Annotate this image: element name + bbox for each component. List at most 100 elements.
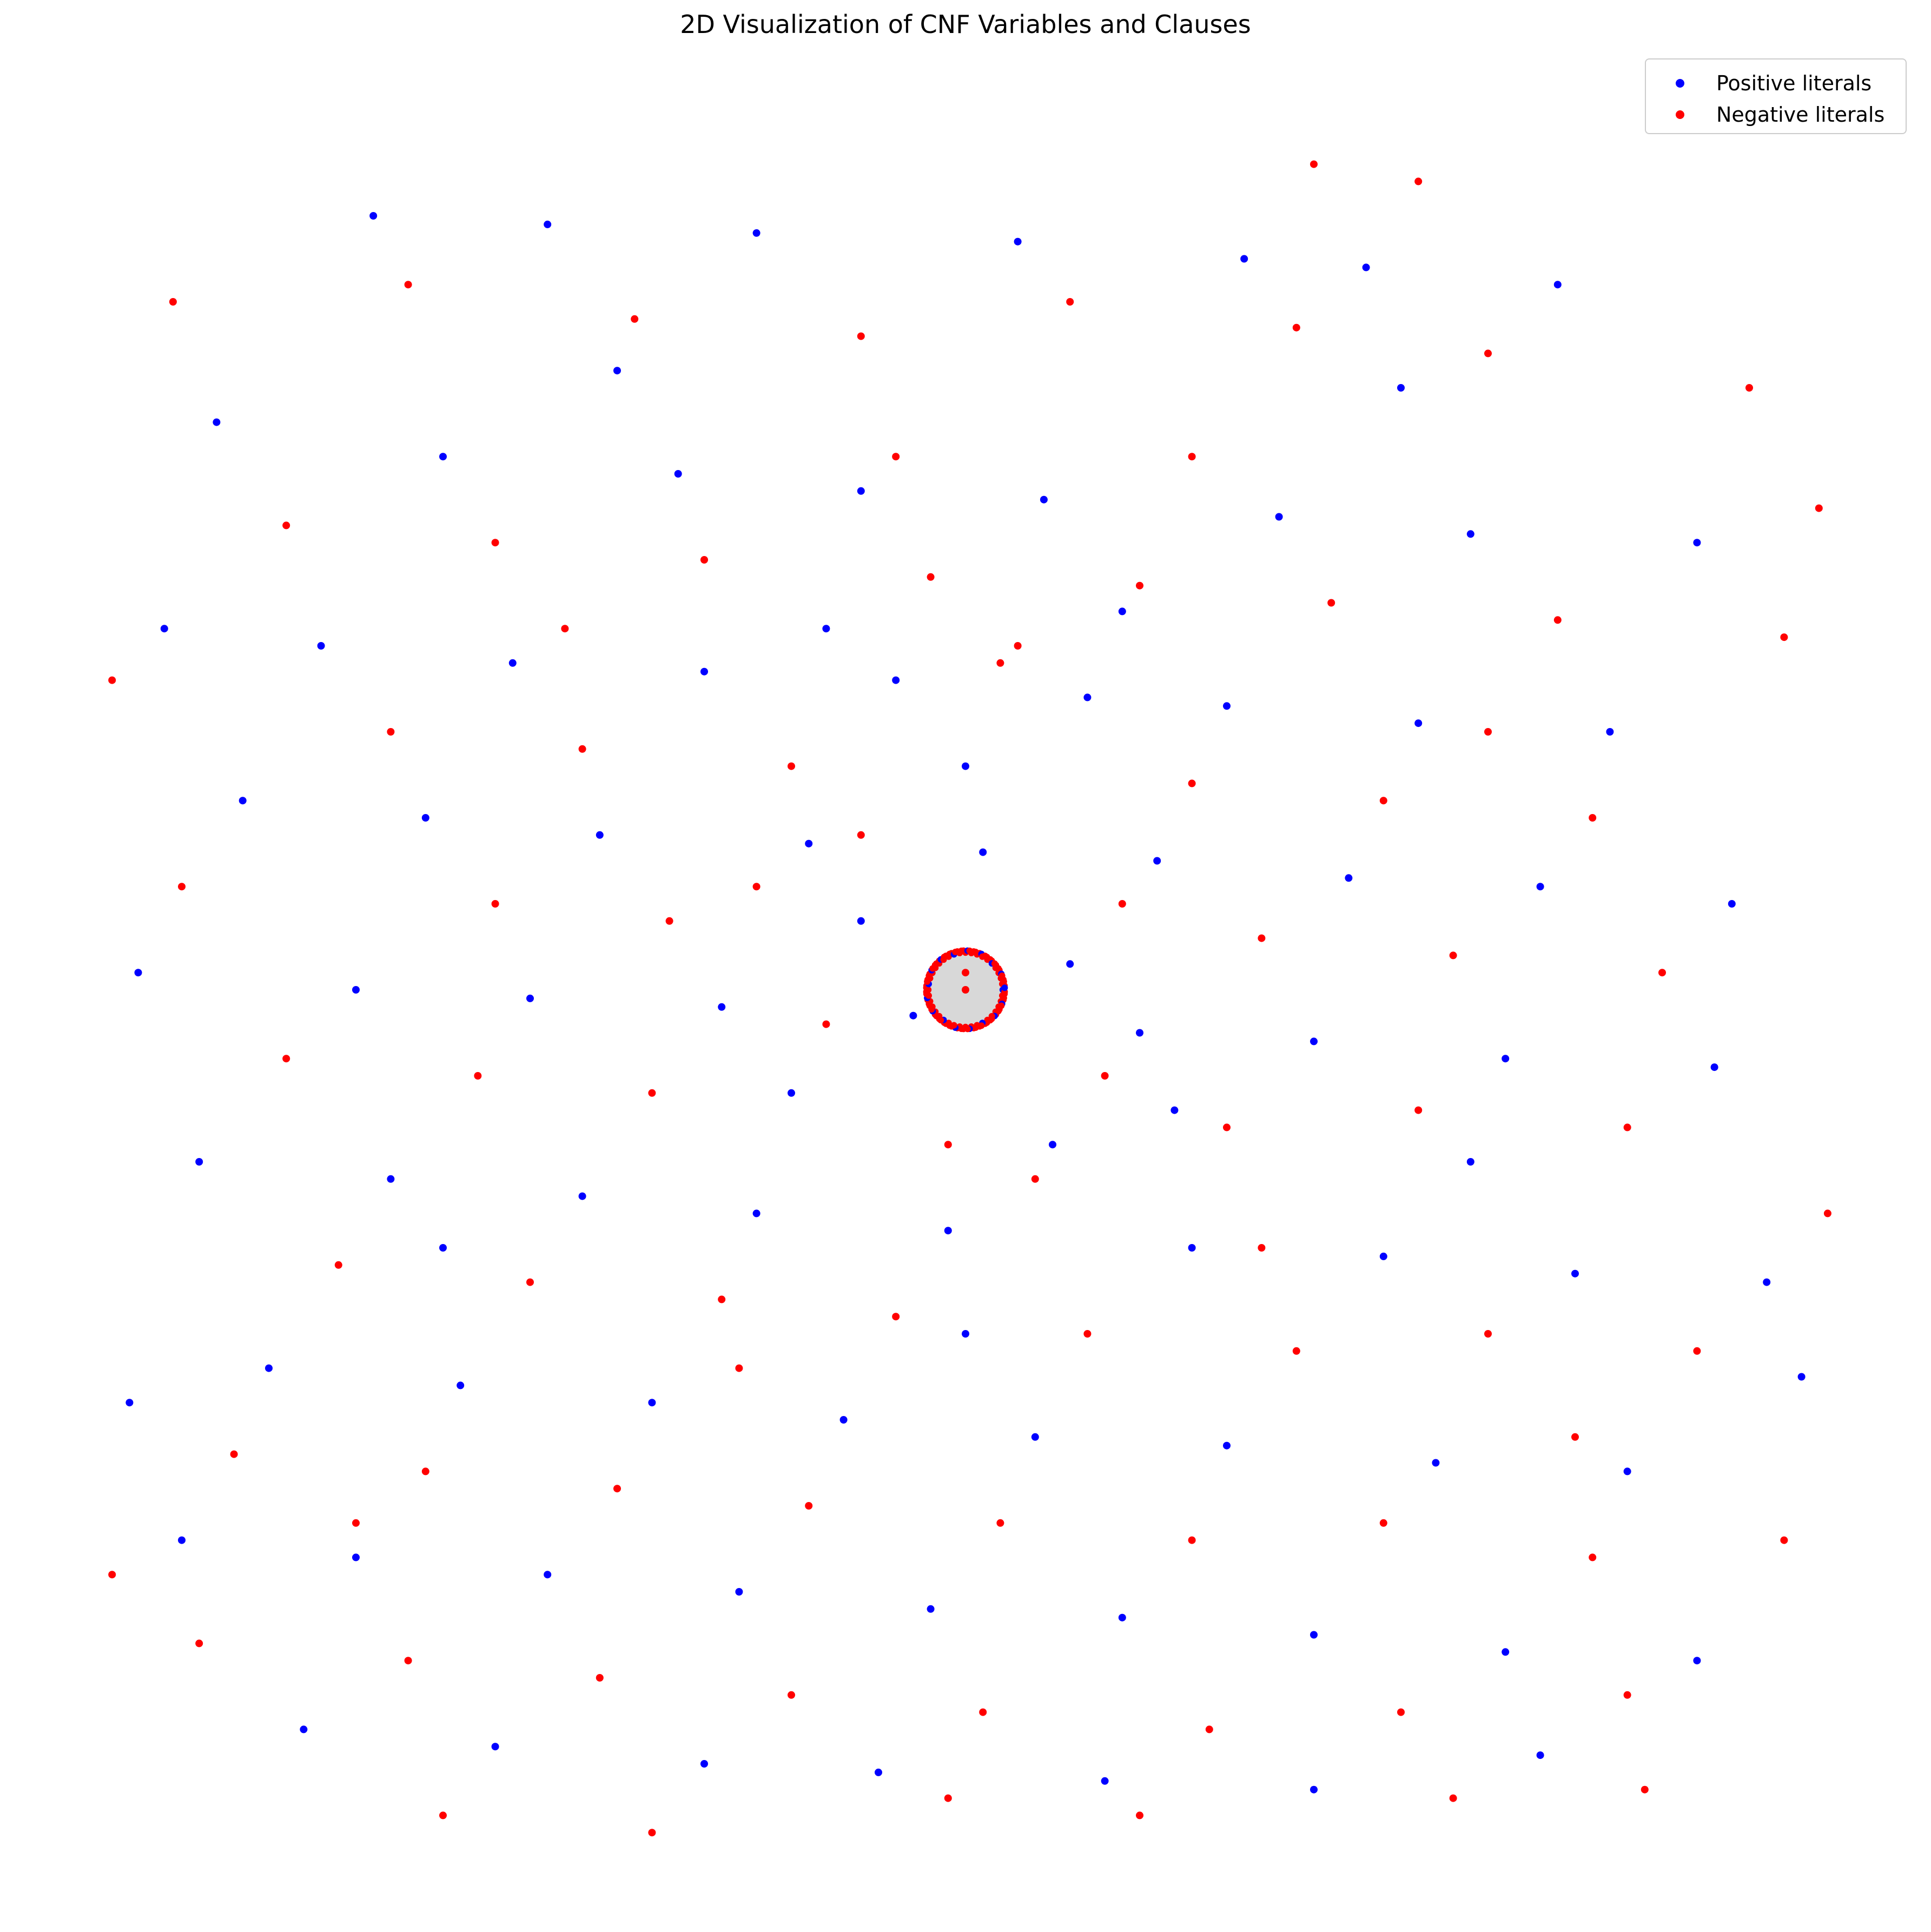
negative-literal-point: [822, 1020, 830, 1028]
positive-literal-point: [578, 1192, 586, 1200]
positive-literal-point: [1066, 960, 1074, 968]
positive-literal-point: [439, 453, 447, 461]
negative-literal-point: [1449, 1794, 1457, 1802]
negative-literal-point: [788, 762, 795, 770]
positive-literal-point: [1432, 1459, 1440, 1467]
negative-literal-point: [578, 745, 586, 753]
positive-literal-point: [1763, 1278, 1771, 1286]
negative-literal-point: [613, 1485, 621, 1493]
legend-marker-negative: [1676, 110, 1684, 119]
negative-literal-point: [404, 1657, 412, 1665]
positive-literal-point: [1240, 255, 1248, 263]
positive-literal-point: [1223, 702, 1231, 710]
positive-literal-point: [613, 367, 621, 375]
positive-literal-point: [1188, 1244, 1196, 1252]
positive-literal-point: [892, 676, 900, 684]
negative-literal-point: [1258, 1244, 1266, 1252]
negative-literal-point: [421, 1467, 429, 1476]
positive-literal-point: [1553, 281, 1562, 289]
positive-literal-point: [1014, 237, 1022, 246]
negative-literal-point: [1745, 384, 1753, 392]
negative-literal-point: [1397, 1708, 1405, 1716]
negative-literal-point: [1327, 599, 1335, 607]
negative-literal-point: [805, 1502, 813, 1510]
negative-literal-point: [962, 986, 969, 994]
chart-title: 2D Visualization of CNF Variables and Cl…: [680, 10, 1251, 39]
positive-literal-point: [352, 986, 360, 994]
positive-literal-point: [1031, 1433, 1039, 1441]
negative-literal-point: [1780, 1536, 1788, 1544]
negative-literal-point: [352, 1519, 360, 1527]
positive-literal-point: [1571, 1269, 1579, 1278]
positive-literal-point: [700, 667, 708, 676]
negative-literal-point: [631, 315, 639, 323]
positive-literal-point: [1502, 1055, 1510, 1063]
positive-literal-point: [1710, 1063, 1718, 1071]
positive-literal-point: [178, 1536, 186, 1544]
positive-literal-point: [1223, 1441, 1231, 1450]
negative-literal-point: [1118, 900, 1126, 908]
negative-literal-point: [718, 1295, 726, 1304]
positive-literal-point: [1083, 693, 1092, 702]
positive-literal-point: [648, 1399, 656, 1407]
scatter-points: [108, 160, 1831, 1837]
negative-literal-point: [1571, 1433, 1579, 1441]
negative-literal-point: [735, 1364, 743, 1372]
positive-literal-point: [125, 1399, 134, 1407]
negative-literal-point: [1188, 779, 1196, 788]
negative-literal-point: [387, 728, 395, 736]
positive-literal-point: [1275, 513, 1283, 521]
negative-literal-point: [648, 1089, 656, 1097]
negative-literal-point: [648, 1829, 656, 1837]
positive-literal-point: [1536, 1751, 1544, 1759]
positive-literal-point: [927, 1605, 935, 1613]
negative-literal-point: [752, 883, 761, 891]
negative-literal-point: [561, 625, 569, 633]
positive-literal-point: [134, 969, 142, 977]
negative-literal-point: [788, 1691, 795, 1699]
positive-literal-point: [387, 1175, 395, 1183]
positive-literal-point: [674, 470, 682, 478]
negative-literal-point: [1379, 1519, 1387, 1527]
positive-literal-point: [1693, 1657, 1701, 1665]
negative-literal-point: [1693, 1347, 1701, 1355]
negative-literal-point: [282, 521, 290, 530]
negative-literal-point: [491, 539, 499, 547]
negative-literal-point: [108, 1571, 116, 1579]
positive-literal-point: [369, 212, 378, 220]
negative-literal-point: [1484, 1330, 1492, 1338]
negative-literal-point: [1188, 1536, 1196, 1544]
positive-literal-point: [160, 625, 168, 633]
positive-literal-point: [718, 1003, 726, 1011]
negative-literal-point: [927, 573, 935, 581]
negative-literal-point: [404, 281, 412, 289]
negative-literal-point: [596, 1674, 604, 1682]
positive-literal-point: [1728, 900, 1736, 908]
positive-literal-point: [439, 1244, 447, 1252]
positive-literal-point: [909, 1011, 917, 1020]
positive-literal-point: [544, 1571, 552, 1579]
negative-literal-point: [979, 1708, 987, 1716]
positive-literal-point: [195, 1158, 203, 1166]
positive-literal-point: [1170, 1106, 1179, 1114]
positive-literal-point: [1397, 384, 1405, 392]
positive-literal-point: [596, 831, 604, 839]
negative-literal-point: [195, 1639, 203, 1648]
legend: Positive literals Negative literals: [1645, 58, 1907, 134]
negative-literal-point: [1623, 1691, 1631, 1699]
negative-literal-point: [1589, 814, 1597, 822]
negative-literal-point: [962, 969, 969, 977]
positive-literal-point: [875, 1768, 882, 1776]
positive-literal-point: [822, 625, 830, 633]
negative-literal-point: [282, 1055, 290, 1063]
negative-literal-point: [474, 1072, 482, 1080]
negative-literal-point: [1066, 298, 1074, 306]
positive-literal-point: [491, 1743, 499, 1751]
negative-literal-point: [1484, 349, 1492, 358]
negative-literal-point: [1292, 1347, 1300, 1355]
negative-literal-point: [1780, 633, 1788, 641]
positive-literal-point: [1797, 1373, 1806, 1381]
cluster-member-point: [1001, 984, 1008, 991]
negative-literal-point: [1484, 728, 1492, 736]
positive-literal-point: [1101, 1777, 1109, 1785]
